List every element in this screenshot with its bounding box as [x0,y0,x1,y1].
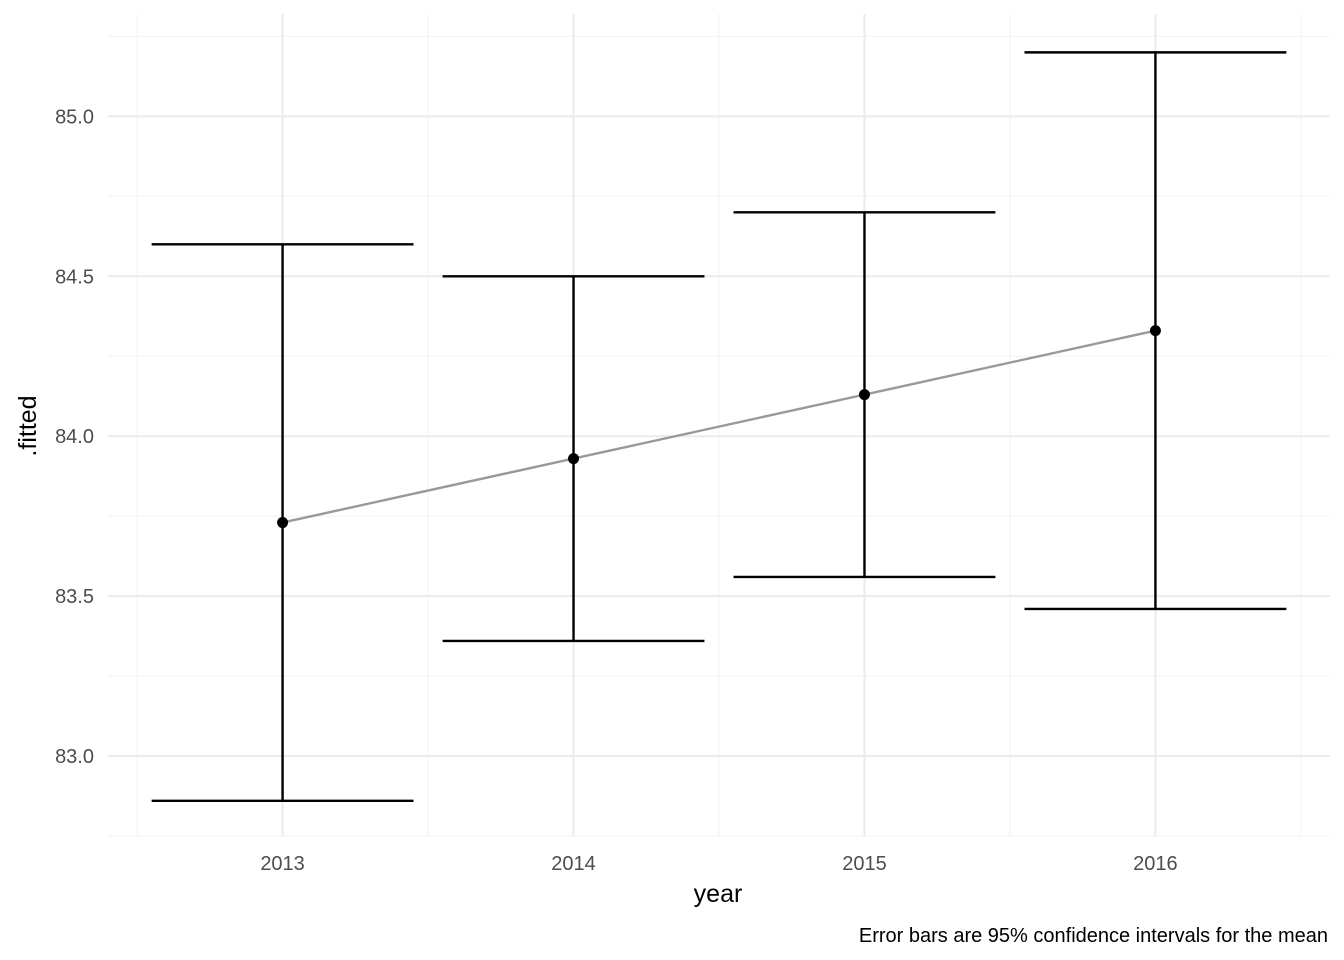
data-point-2013 [277,517,289,529]
y-tick-label: 85.0 [55,106,94,128]
x-tick-label: 2013 [260,853,305,875]
y-axis-ticks: 83.0 83.5 84.0 84.5 85.0 [55,106,94,768]
y-tick-label: 83.5 [55,586,94,608]
data-point-2014 [568,453,580,465]
x-tick-label: 2016 [1133,853,1178,875]
x-tick-label: 2014 [551,853,596,875]
chart-caption: Error bars are 95% confidence intervals … [859,925,1328,947]
y-tick-label: 84.0 [55,426,94,448]
trend-line [282,329,1156,524]
data-point-2016 [1149,325,1161,337]
data-point-2015 [858,389,870,401]
grid [108,14,1330,837]
data-points [277,325,1161,529]
x-axis-title: year [694,880,743,908]
y-axis-title: .fitted [14,395,42,456]
trend-line-layer [282,329,1156,524]
x-tick-label: 2015 [842,853,887,875]
y-tick-label: 84.5 [55,266,94,288]
x-axis-ticks: 2013 2014 2015 2016 [260,853,1177,875]
y-tick-label: 83.0 [55,746,94,768]
